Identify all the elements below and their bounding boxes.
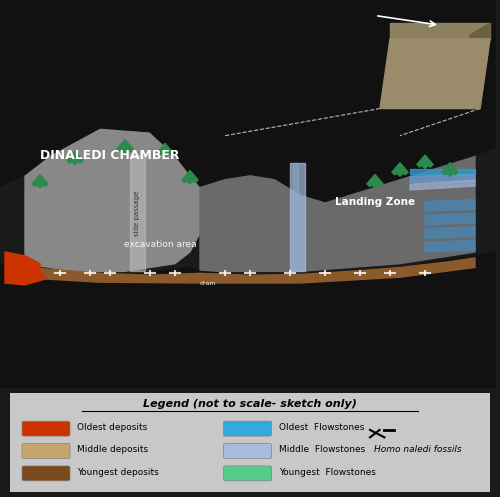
Text: Youngest  Flowstones: Youngest Flowstones <box>279 468 376 477</box>
Polygon shape <box>32 174 40 186</box>
Polygon shape <box>190 170 198 183</box>
Polygon shape <box>375 174 383 186</box>
Polygon shape <box>5 271 45 285</box>
Polygon shape <box>67 151 75 164</box>
Polygon shape <box>390 23 490 39</box>
Polygon shape <box>450 163 458 175</box>
Polygon shape <box>37 174 43 188</box>
Polygon shape <box>0 0 495 202</box>
Polygon shape <box>292 163 298 271</box>
Polygon shape <box>425 227 475 239</box>
Polygon shape <box>72 151 78 165</box>
Polygon shape <box>447 163 453 176</box>
Polygon shape <box>425 155 433 167</box>
Text: drain: drain <box>200 281 216 286</box>
Text: Only entrance into chamber
is a 12 m vertical shaft: Only entrance into chamber is a 12 m ver… <box>310 9 438 29</box>
Polygon shape <box>425 241 475 252</box>
Polygon shape <box>372 174 378 188</box>
Text: Middle deposits: Middle deposits <box>77 445 148 454</box>
Polygon shape <box>165 144 173 156</box>
FancyBboxPatch shape <box>22 421 70 436</box>
Polygon shape <box>187 170 193 184</box>
Polygon shape <box>157 144 165 156</box>
Polygon shape <box>380 39 490 108</box>
Text: Oldest  Flowstones: Oldest Flowstones <box>279 423 364 432</box>
Text: Middle  Flowstones: Middle Flowstones <box>279 445 365 454</box>
Polygon shape <box>25 128 210 271</box>
Text: DINALEDI CHAMBER: DINALEDI CHAMBER <box>40 149 180 162</box>
Text: Legend (not to scale- sketch only): Legend (not to scale- sketch only) <box>143 399 357 409</box>
Polygon shape <box>425 200 475 211</box>
Polygon shape <box>410 180 475 190</box>
Text: Landing Zone: Landing Zone <box>335 197 415 207</box>
Polygon shape <box>125 140 133 152</box>
Text: side passage: side passage <box>134 190 140 236</box>
Polygon shape <box>40 174 48 186</box>
FancyBboxPatch shape <box>22 443 70 458</box>
FancyBboxPatch shape <box>224 443 272 458</box>
Polygon shape <box>470 23 490 108</box>
Polygon shape <box>130 155 145 271</box>
Text: Youngest deposits: Youngest deposits <box>77 468 159 477</box>
Polygon shape <box>367 174 375 186</box>
FancyBboxPatch shape <box>22 466 70 481</box>
Polygon shape <box>75 151 83 164</box>
Polygon shape <box>410 168 475 174</box>
Polygon shape <box>425 213 475 225</box>
FancyBboxPatch shape <box>8 392 492 493</box>
Text: in the Dinaledi Chamber: in the Dinaledi Chamber <box>8 80 188 92</box>
Polygon shape <box>392 163 400 175</box>
Polygon shape <box>15 258 475 283</box>
Text: CAVE SYSTEM:: CAVE SYSTEM: <box>8 35 127 50</box>
Polygon shape <box>5 252 40 271</box>
Text: Oldest deposits: Oldest deposits <box>77 423 148 432</box>
Polygon shape <box>410 174 475 182</box>
Text: Homo naledi fossil site deep: Homo naledi fossil site deep <box>8 58 220 71</box>
Polygon shape <box>122 140 128 153</box>
Polygon shape <box>397 163 403 176</box>
Polygon shape <box>400 163 408 175</box>
Polygon shape <box>290 163 305 271</box>
Polygon shape <box>182 170 190 183</box>
FancyBboxPatch shape <box>224 421 272 436</box>
Polygon shape <box>417 155 425 167</box>
Text: excavation area: excavation area <box>124 240 196 248</box>
FancyBboxPatch shape <box>224 466 272 481</box>
Text: Homo naledi fossils: Homo naledi fossils <box>374 445 462 454</box>
Polygon shape <box>200 155 475 271</box>
Text: THE RISING STAR: THE RISING STAR <box>8 11 150 27</box>
Polygon shape <box>0 252 495 388</box>
Polygon shape <box>422 155 428 168</box>
Polygon shape <box>117 140 125 152</box>
Polygon shape <box>162 144 168 157</box>
Polygon shape <box>442 163 450 175</box>
